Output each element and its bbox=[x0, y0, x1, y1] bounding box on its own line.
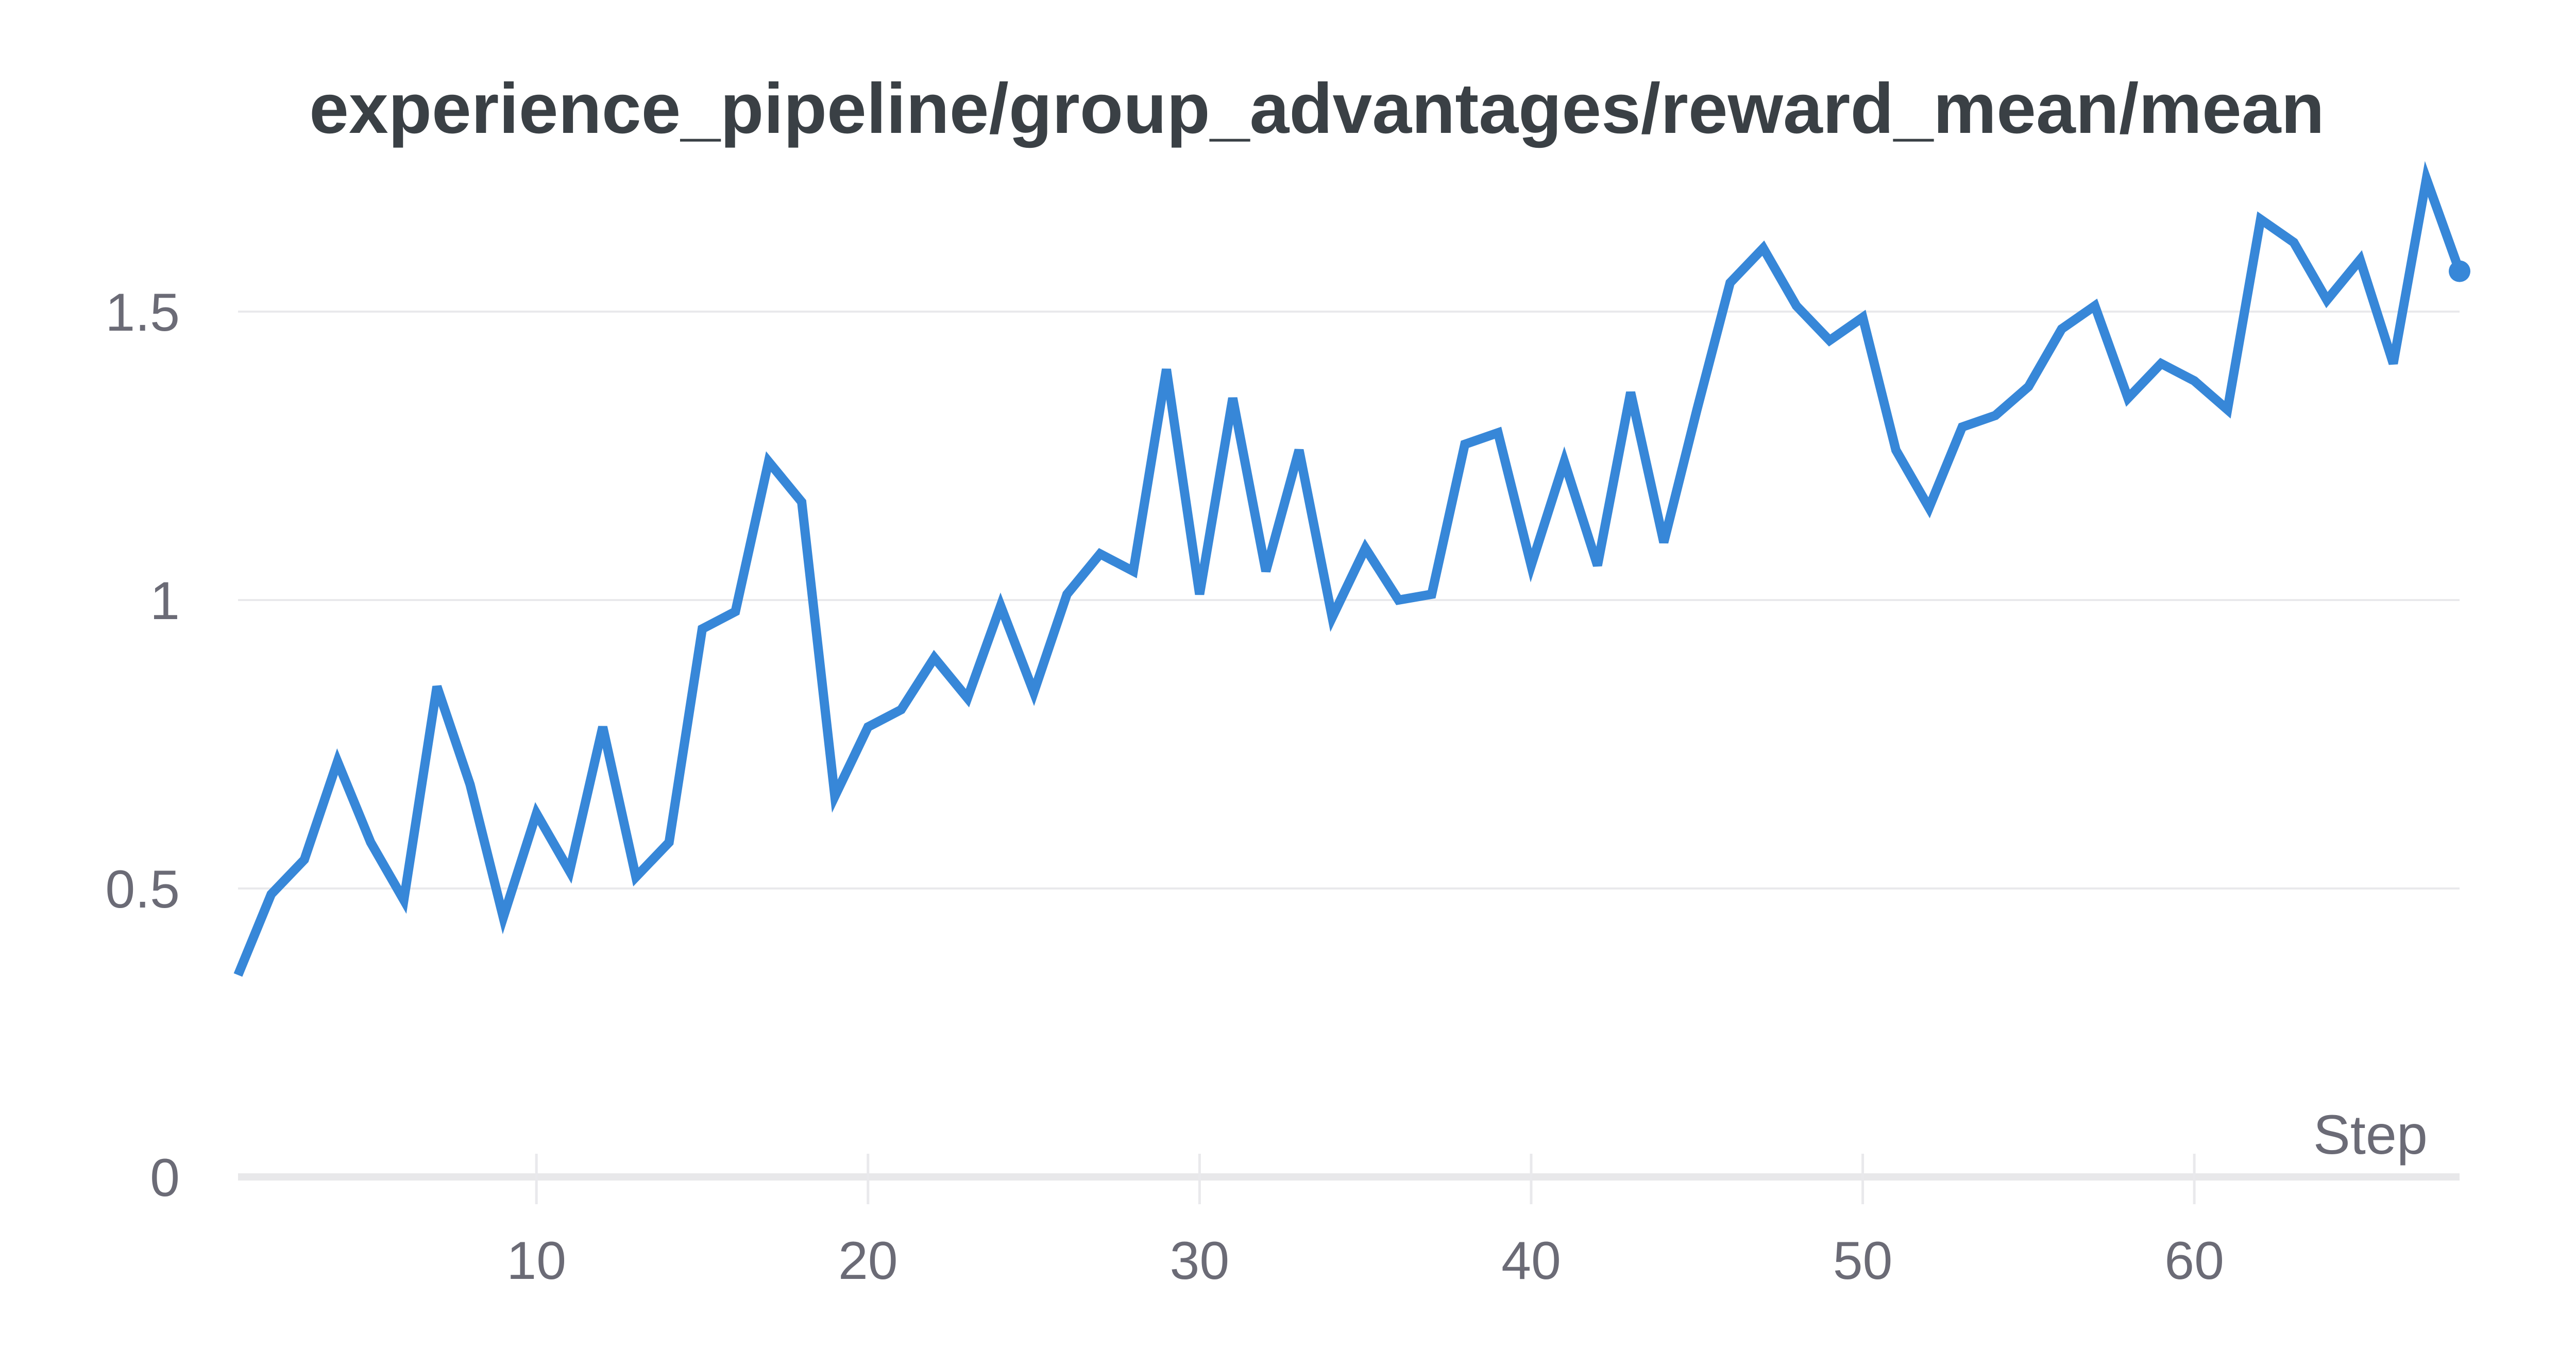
series-line bbox=[233, 161, 2464, 977]
x-tick-label: 10 bbox=[506, 1231, 566, 1291]
x-tick-label: 20 bbox=[838, 1231, 898, 1291]
last-point-marker[interactable] bbox=[2449, 260, 2470, 282]
x-axis-labels-group: 10 20 30 40 50 60 bbox=[506, 1231, 2224, 1291]
y-axis-labels-group: 0 0.5 1 1.5 bbox=[105, 283, 180, 1208]
x-tick-label: 30 bbox=[1170, 1231, 1230, 1291]
x-axis-ticks-group bbox=[535, 1154, 2196, 1204]
y-tick-label: 0 bbox=[150, 1148, 180, 1208]
y-tick-label: 1.5 bbox=[105, 283, 180, 343]
y-tick-label: 1 bbox=[150, 571, 180, 631]
y-tick-label: 0.5 bbox=[105, 860, 180, 919]
x-axis-title: Step bbox=[2313, 1103, 2428, 1166]
x-tick-label: 40 bbox=[1501, 1231, 1561, 1291]
x-tick-label: 60 bbox=[2164, 1231, 2224, 1291]
chart-title: experience_pipeline/group_advantages/rew… bbox=[309, 69, 2325, 148]
x-tick-label: 50 bbox=[1833, 1231, 1893, 1291]
x-axis-baseline bbox=[238, 1173, 2460, 1181]
